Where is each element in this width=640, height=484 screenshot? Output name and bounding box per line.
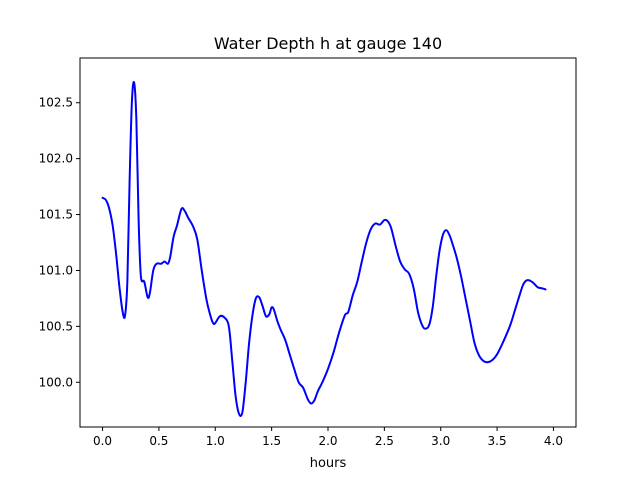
plot-area: 0.0 0.5 1.0 1.5 2.0 2.5 3.0 3.5 4.0 100.0100.510…	[39, 57, 577, 448]
x-tick-label: 1.0	[206, 434, 225, 448]
x-axis-label: hours	[310, 456, 347, 471]
x-tick-label: 1.5	[262, 434, 281, 448]
x-tick-label: 2.0	[318, 434, 337, 448]
y-axis: 100.0 100.5 101.0 101.5 102.0 102.5	[39, 96, 80, 389]
y-tick-label: 101.0	[39, 263, 73, 277]
series-line-0	[101, 80, 547, 418]
x-tick-label: 2.5	[375, 434, 394, 448]
y-tick-label: 101.5	[39, 208, 73, 222]
x-tick-label: 0.5	[149, 434, 168, 448]
x-tick-label: 4.0	[544, 434, 563, 448]
x-tick-label: 3.5	[488, 434, 507, 448]
series-layer	[101, 80, 547, 418]
y-tick-label: 102.0	[39, 152, 73, 166]
y-tick-label: 100.5	[39, 319, 73, 333]
y-tick-label: 102.5	[39, 96, 73, 110]
y-tick-label: 100.0	[39, 375, 73, 389]
x-axis: 0.0 0.5 1.0 1.5 2.0 2.5 3.0 3.5 4.0	[93, 427, 563, 448]
x-tick-label: 0.0	[93, 434, 112, 448]
chart-title: Water Depth h at gauge 140	[214, 34, 442, 53]
x-tick-label: 3.0	[431, 434, 450, 448]
